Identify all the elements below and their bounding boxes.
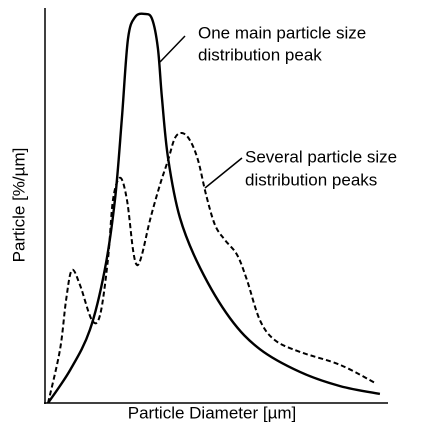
annotation: Several particle size (245, 147, 397, 166)
line (47, 12, 381, 404)
leader-line (159, 35, 186, 63)
leader-line (204, 157, 243, 189)
x-axis-label: Particle Diameter [µm] (128, 403, 297, 422)
y-axis-label: Particle [%/µm] (9, 148, 28, 263)
annotation: One main particle size (198, 23, 366, 42)
annotation: distribution peaks (245, 170, 377, 189)
annotation: distribution peak (198, 45, 322, 64)
